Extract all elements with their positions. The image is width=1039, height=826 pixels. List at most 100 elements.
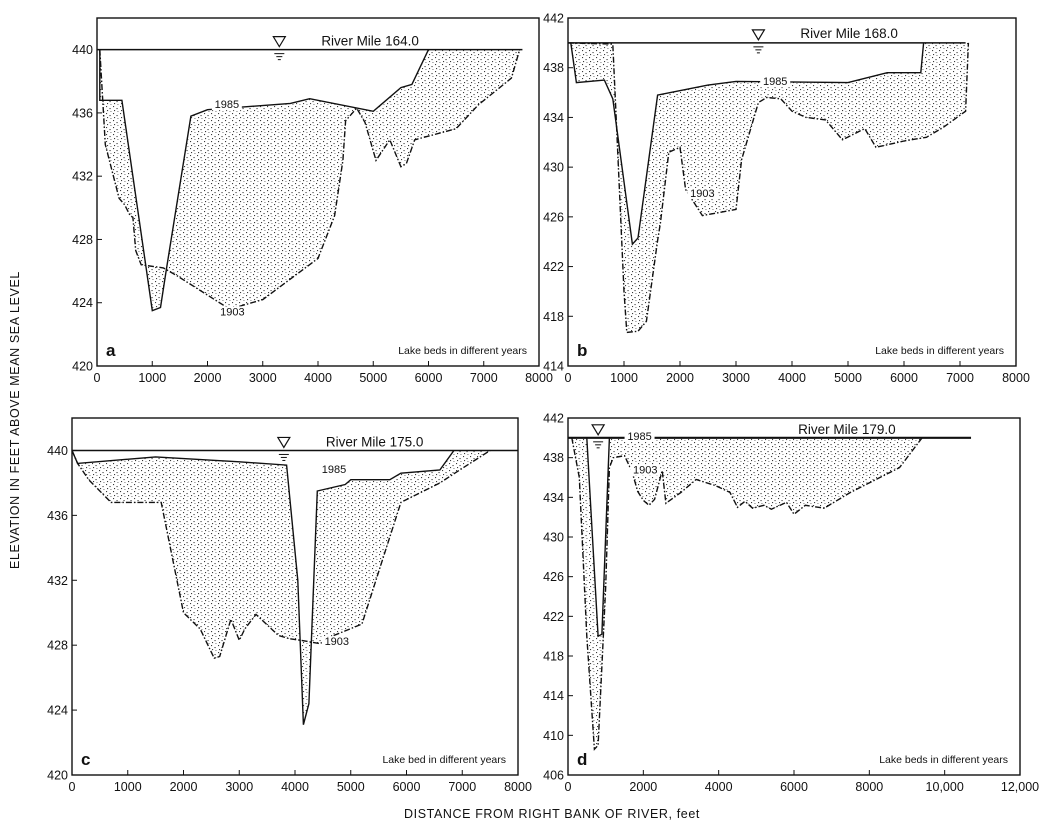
y-tick-label: 422 <box>543 610 564 624</box>
series-label-1903: 1903 <box>690 188 714 200</box>
x-tick-label: 4000 <box>705 780 733 794</box>
y-tick-label: 424 <box>47 704 68 718</box>
x-tick-label: 6000 <box>393 780 421 794</box>
x-tick-label: 3000 <box>225 780 253 794</box>
series-1903-line <box>567 42 970 334</box>
y-tick-label: 438 <box>543 61 564 75</box>
x-tick-label: 8000 <box>525 371 553 385</box>
x-tick-label: 8000 <box>504 780 532 794</box>
panel-annotation: Lake beds in different years <box>398 345 527 357</box>
series-label-1985: 1985 <box>322 464 346 476</box>
panel-c: 1985 1903 0 1000 2000 3000 4000 5000 6000 7000 800… <box>47 417 532 794</box>
panel-title: River Mile 175.0 <box>326 434 424 449</box>
series-label-bg <box>217 306 248 318</box>
y-tick-label: 432 <box>72 170 93 184</box>
panel-annotation: Lake beds in different years <box>875 345 1004 357</box>
x-tick-label: 8000 <box>1002 371 1030 385</box>
x-axis-title: DISTANCE FROM RIGHT BANK OF RIVER, feet <box>404 807 700 821</box>
panel-b: 1985 1903 0 1000 2000 3000 4000 5000 6000 7000 800… <box>543 12 1030 386</box>
y-tick-label: 442 <box>543 12 564 26</box>
x-tick-label: 4000 <box>281 780 309 794</box>
x-tick-label: 6000 <box>890 371 918 385</box>
panel-letter: c <box>81 750 90 769</box>
y-tick-label: 420 <box>72 360 93 374</box>
y-tick-label: 438 <box>543 451 564 465</box>
y-tick-label: 414 <box>543 689 564 703</box>
y-tick-label: 436 <box>72 106 93 120</box>
water-level-icon <box>751 29 766 42</box>
y-tick-label: 430 <box>543 161 564 175</box>
sediment-fill-a <box>99 49 520 311</box>
y-tick-label: 424 <box>72 296 93 310</box>
series-1985-line <box>568 437 971 638</box>
x-tick-label: 1000 <box>114 780 142 794</box>
series-label-bg <box>319 464 350 476</box>
y-tick-label: 440 <box>47 444 68 458</box>
panel-annotation: Lake beds in different years <box>879 754 1008 766</box>
x-tick-label: 3000 <box>249 371 277 385</box>
sediment-fill-c <box>72 450 491 725</box>
y-tick-label: 418 <box>543 650 564 664</box>
x-tick-label: 1000 <box>610 371 638 385</box>
series-1903-line <box>99 49 521 310</box>
y-tick-label: 414 <box>543 360 564 374</box>
series-label-1985: 1985 <box>627 431 651 443</box>
x-tick-label: 5000 <box>337 780 365 794</box>
panel-d: 1985 1903 0 2000 4000 6000 8000 10,000 12,000 406… <box>543 412 1039 795</box>
x-tick-label: 1000 <box>138 371 166 385</box>
series-1903-line <box>571 437 923 751</box>
water-level-icon <box>276 436 291 449</box>
x-tick-label: 2000 <box>170 780 198 794</box>
series-label-bg <box>624 430 655 442</box>
panel-title: River Mile 179.0 <box>798 422 896 437</box>
y-tick-label: 420 <box>47 769 68 783</box>
y-tick-label: 432 <box>47 574 68 588</box>
series-label-bg <box>321 636 352 648</box>
panel-letter: a <box>106 341 116 360</box>
panel-annotation: Lake bed in different years <box>382 754 506 766</box>
x-tick-label: 2000 <box>629 780 657 794</box>
water-level-icon <box>591 424 606 436</box>
x-tick-label: 4000 <box>304 371 332 385</box>
x-tick-label: 12,000 <box>1001 780 1039 794</box>
series-label-1903: 1903 <box>220 306 244 318</box>
y-tick-label: 428 <box>47 639 68 653</box>
x-tick-label: 6000 <box>780 780 808 794</box>
y-tick-label: 426 <box>543 210 564 224</box>
x-tick-label: 7000 <box>470 371 498 385</box>
x-tick-label: 2000 <box>666 371 694 385</box>
water-level-icon <box>272 36 287 48</box>
panel-a: 1985 1903 0 1000 2000 3000 4000 5000 6000 7000 800… <box>72 17 553 385</box>
y-tick-label: 426 <box>543 570 564 584</box>
series-label-1903: 1903 <box>325 636 349 648</box>
y-tick-label: 436 <box>47 509 68 523</box>
x-tick-label: 0 <box>565 780 572 794</box>
series-1985-line <box>570 42 925 246</box>
x-tick-label: 0 <box>69 780 76 794</box>
panel-title: River Mile 168.0 <box>800 26 898 41</box>
x-tick-label: 7000 <box>448 780 476 794</box>
x-tick-label: 8000 <box>855 780 883 794</box>
y-tick-label: 440 <box>72 43 93 57</box>
series-label-bg <box>211 99 242 111</box>
panel-letter: b <box>577 341 587 360</box>
series-label-1903: 1903 <box>633 465 657 477</box>
series-label-1985: 1985 <box>215 99 239 111</box>
y-tick-label: 442 <box>543 412 564 426</box>
x-tick-label: 7000 <box>946 371 974 385</box>
series-label-bg <box>630 464 661 476</box>
x-tick-label: 0 <box>565 371 572 385</box>
series-1985-line <box>99 49 430 312</box>
y-tick-label: 434 <box>543 491 564 505</box>
x-tick-label: 3000 <box>722 371 750 385</box>
y-axis-title: ELEVATION IN FEET ABOVE MEAN SEA LEVEL <box>8 271 22 569</box>
y-tick-label: 410 <box>543 729 564 743</box>
y-tick-label: 428 <box>72 233 93 247</box>
sediment-fill-d <box>568 437 971 750</box>
sediment-fill-b <box>568 42 969 333</box>
x-tick-label: 2000 <box>194 371 222 385</box>
series-label-1985: 1985 <box>763 76 787 88</box>
series-label-bg <box>687 187 718 199</box>
series-1903-line <box>71 449 491 660</box>
